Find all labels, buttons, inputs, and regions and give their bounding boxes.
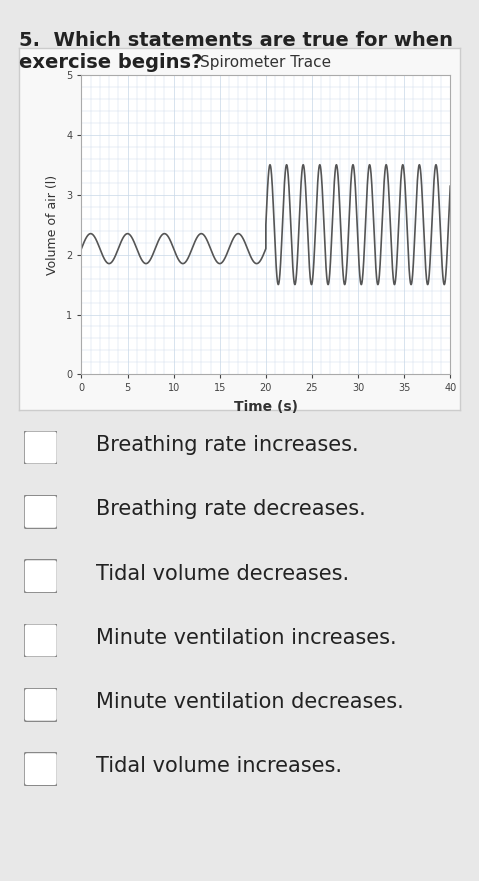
FancyBboxPatch shape bbox=[24, 688, 57, 722]
Text: Breathing rate increases.: Breathing rate increases. bbox=[96, 435, 358, 455]
Text: 5.  Which statements are true for when
exercise begins?: 5. Which statements are true for when ex… bbox=[19, 31, 453, 72]
FancyBboxPatch shape bbox=[24, 559, 57, 593]
Title: Spirometer Trace: Spirometer Trace bbox=[200, 55, 331, 70]
X-axis label: Time (s): Time (s) bbox=[234, 400, 298, 414]
Text: Minute ventilation decreases.: Minute ventilation decreases. bbox=[96, 692, 403, 712]
FancyBboxPatch shape bbox=[24, 431, 57, 464]
Text: Breathing rate decreases.: Breathing rate decreases. bbox=[96, 500, 365, 519]
Text: Tidal volume increases.: Tidal volume increases. bbox=[96, 757, 342, 776]
Text: Minute ventilation increases.: Minute ventilation increases. bbox=[96, 628, 397, 648]
FancyBboxPatch shape bbox=[24, 752, 57, 786]
Y-axis label: Volume of air (l): Volume of air (l) bbox=[46, 174, 59, 275]
Text: Tidal volume decreases.: Tidal volume decreases. bbox=[96, 564, 349, 583]
FancyBboxPatch shape bbox=[24, 495, 57, 529]
FancyBboxPatch shape bbox=[24, 624, 57, 657]
